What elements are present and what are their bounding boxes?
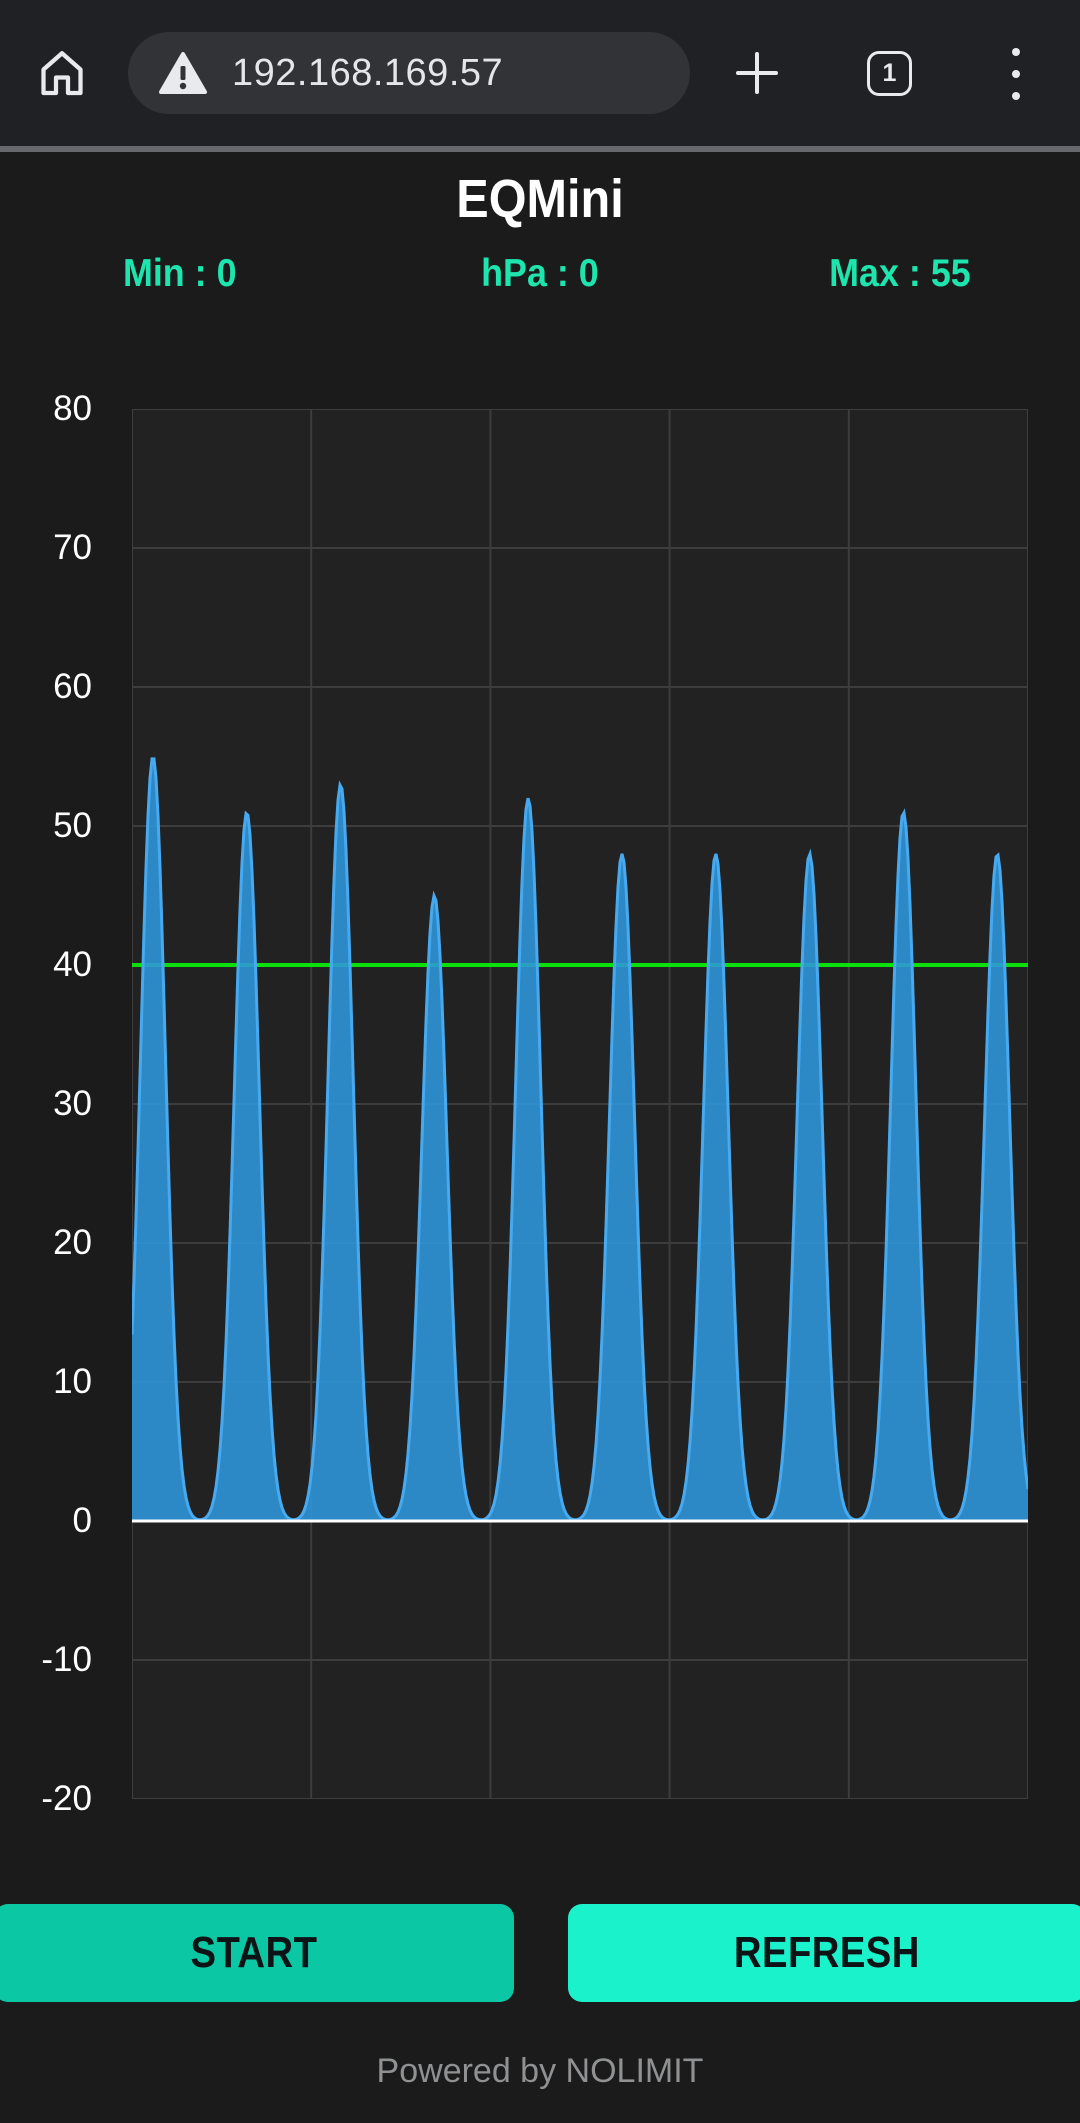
y-tick-label: 0 <box>72 1501 92 1540</box>
stats-row: Min : 0 hPa : 0 Max : 55 <box>0 252 1080 296</box>
y-tick-label: 30 <box>53 1084 92 1123</box>
tab-switcher-button[interactable]: 1 <box>867 51 912 96</box>
not-secure-warning-icon <box>159 52 207 94</box>
kebab-dot <box>1012 92 1020 100</box>
y-tick-label: 70 <box>53 528 92 567</box>
new-tab-button[interactable] <box>733 49 781 97</box>
url-bar[interactable]: 192.168.169.57 <box>128 32 690 114</box>
y-tick-label: -20 <box>41 1779 92 1818</box>
chrome-page-divider <box>0 146 1080 152</box>
y-tick-label: 50 <box>53 806 92 845</box>
browser-toolbar: 192.168.169.57 1 <box>0 0 1080 146</box>
home-icon <box>41 51 83 96</box>
page-title: EQMini <box>456 169 624 229</box>
refresh-button[interactable]: REFRESH <box>568 1904 1080 2002</box>
y-tick-label: 40 <box>53 945 92 984</box>
url-text: 192.168.169.57 <box>232 51 504 94</box>
y-tick-label: -10 <box>41 1640 92 1679</box>
stat-min: Min : 0 <box>123 252 237 295</box>
y-tick-label: 10 <box>53 1362 92 1401</box>
stat-hpa: hPa : 0 <box>481 252 599 295</box>
kebab-dot <box>1012 48 1020 56</box>
home-button[interactable] <box>32 43 92 103</box>
plus-icon <box>736 52 778 94</box>
y-tick-label: 20 <box>53 1223 92 1262</box>
y-tick-label: 80 <box>53 389 92 428</box>
browser-menu-button[interactable] <box>1006 48 1026 100</box>
y-axis-labels: 80 70 60 50 40 30 20 10 0 -10 -20 <box>0 389 92 1818</box>
kebab-dot <box>1012 70 1020 78</box>
tab-count: 1 <box>882 59 897 87</box>
footer-credit: Powered by NOLIMIT <box>376 2052 704 2090</box>
chart-plot <box>132 409 1028 1799</box>
y-tick-label: 60 <box>53 667 92 706</box>
start-button[interactable]: START <box>0 1904 514 2002</box>
stat-max: Max : 55 <box>829 252 971 295</box>
